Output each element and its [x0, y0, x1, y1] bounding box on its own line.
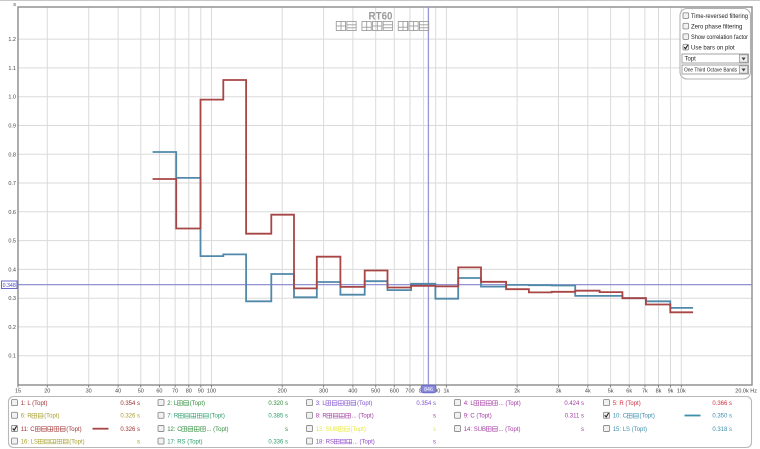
svg-text:50: 50 — [138, 389, 144, 395]
svg-text:4: L: 4: L — [464, 401, 475, 407]
svg-text:... (Topt): ... (Topt) — [352, 414, 374, 420]
svg-text:18: RS: 18: RS — [316, 440, 334, 446]
svg-text:0.2: 0.2 — [8, 325, 16, 331]
svg-text:20.0k Hz: 20.0k Hz — [735, 389, 757, 395]
svg-text:1k: 1k — [443, 389, 449, 395]
svg-text:9: C (Topt): 9: C (Topt) — [464, 414, 492, 420]
svg-text:0.366 s: 0.366 s — [712, 401, 732, 407]
svg-text:0.385 s: 0.385 s — [268, 414, 288, 420]
svg-text:0.4: 0.4 — [8, 267, 16, 273]
svg-text:(Topt): (Topt) — [357, 401, 372, 407]
svg-text:90: 90 — [198, 389, 204, 395]
svg-text:16: LS: 16: LS — [21, 440, 38, 446]
svg-text:s: s — [13, 2, 16, 8]
svg-text:... (Topt): ... (Topt) — [499, 401, 521, 407]
svg-text:40: 40 — [115, 389, 121, 395]
svg-text:10: C: 10: C — [613, 414, 628, 420]
svg-text:6: R: 6: R — [21, 414, 33, 420]
svg-text:0.350 s: 0.350 s — [712, 414, 732, 420]
svg-text:5: R (Topt): 5: R (Topt) — [613, 401, 641, 407]
svg-text:(Topt): (Topt) — [190, 401, 205, 407]
svg-text:8: R: 8: R — [316, 414, 328, 420]
svg-text:s: s — [433, 414, 436, 420]
svg-text:0.311 s: 0.311 s — [565, 414, 584, 420]
svg-text:0.326 s: 0.326 s — [120, 414, 140, 420]
svg-text:s: s — [137, 440, 140, 446]
svg-text:2: L: 2: L — [167, 401, 178, 407]
svg-text:... (Topt): ... (Topt) — [499, 427, 521, 433]
svg-text:8k: 8k — [656, 389, 662, 395]
svg-text:200: 200 — [278, 389, 287, 395]
svg-text:0.6: 0.6 — [8, 210, 16, 216]
svg-text:13: SUB: 13: SUB — [316, 427, 338, 433]
svg-text:600: 600 — [390, 389, 399, 395]
svg-text:3: L: 3: L — [316, 401, 327, 407]
svg-text:80: 80 — [186, 389, 192, 395]
svg-text:Topt: Topt — [685, 57, 697, 63]
svg-text:12: C: 12: C — [167, 427, 182, 433]
svg-text:(Topt): (Topt) — [44, 414, 59, 420]
svg-text:(Topt): (Topt) — [69, 440, 84, 446]
svg-text:9k: 9k — [668, 389, 674, 395]
svg-text:70: 70 — [172, 389, 178, 395]
svg-text:... (Topt): ... (Topt) — [353, 440, 375, 446]
svg-text:0.7: 0.7 — [8, 181, 16, 187]
svg-text:6k: 6k — [626, 389, 632, 395]
svg-text:0.9: 0.9 — [8, 124, 16, 130]
svg-text:0.5: 0.5 — [8, 239, 16, 245]
svg-text:(Topt): (Topt) — [351, 427, 366, 433]
svg-text:1.0: 1.0 — [8, 95, 16, 101]
svg-text:10k: 10k — [677, 389, 686, 395]
svg-text:300: 300 — [319, 389, 328, 395]
svg-text:60: 60 — [156, 389, 162, 395]
svg-text:Zero phase filtering: Zero phase filtering — [691, 24, 742, 30]
svg-text:15: LS (Topt): 15: LS (Topt) — [613, 427, 647, 433]
svg-text:0.336 s: 0.336 s — [268, 440, 288, 446]
svg-text:5k: 5k — [608, 389, 614, 395]
svg-text:0.326 s: 0.326 s — [120, 427, 140, 433]
svg-text:0.354 s: 0.354 s — [416, 401, 436, 407]
svg-text:3k: 3k — [556, 389, 562, 395]
svg-text:400: 400 — [348, 389, 357, 395]
svg-text:RT60: RT60 — [369, 11, 393, 23]
svg-text:30: 30 — [86, 389, 92, 395]
svg-text:0.1: 0.1 — [8, 354, 16, 360]
svg-text:Use bars on plot: Use bars on plot — [691, 45, 735, 51]
svg-text:... (Topt): ... (Topt) — [207, 427, 229, 433]
svg-text:100: 100 — [207, 389, 216, 395]
svg-text:11: C: 11: C — [21, 427, 36, 433]
svg-text:1.2: 1.2 — [8, 37, 16, 43]
svg-text:0.354 s: 0.354 s — [120, 401, 140, 407]
svg-text:Time-reversed filtering: Time-reversed filtering — [691, 14, 748, 20]
svg-text:7k: 7k — [642, 389, 648, 395]
svg-text:20: 20 — [44, 389, 50, 395]
svg-text:One Third Octave Bands: One Third Octave Bands — [684, 68, 737, 74]
svg-text:7: R: 7: R — [167, 414, 179, 420]
svg-text:1: L (Topt): 1: L (Topt) — [21, 401, 48, 407]
svg-text:846: 846 — [424, 387, 433, 393]
svg-text:0.348: 0.348 — [3, 283, 16, 289]
svg-text:0.3: 0.3 — [8, 296, 16, 302]
svg-text:s: s — [581, 427, 584, 433]
svg-text:0.424 s: 0.424 s — [564, 401, 584, 407]
svg-text:s: s — [433, 440, 436, 446]
svg-text:0.8: 0.8 — [8, 152, 16, 158]
svg-text:14: SUB: 14: SUB — [464, 427, 486, 433]
svg-text:500: 500 — [371, 389, 380, 395]
svg-text:(Topt): (Topt) — [210, 414, 225, 420]
svg-text:s: s — [433, 427, 436, 433]
svg-text:15: 15 — [15, 389, 21, 395]
svg-text:(Topt): (Topt) — [640, 414, 655, 420]
svg-text:1.1: 1.1 — [8, 66, 16, 72]
svg-text:2k: 2k — [514, 389, 520, 395]
svg-text:700: 700 — [405, 389, 414, 395]
svg-text:s: s — [285, 427, 288, 433]
svg-text:0.318 s: 0.318 s — [712, 427, 732, 433]
svg-text:17: RS (Topt): 17: RS (Topt) — [167, 440, 202, 446]
svg-text:0.320 s: 0.320 s — [268, 401, 288, 407]
svg-text:Show correlation factor: Show correlation factor — [691, 35, 748, 41]
svg-text:(Topt): (Topt) — [66, 427, 81, 433]
svg-text:4k: 4k — [585, 389, 591, 395]
